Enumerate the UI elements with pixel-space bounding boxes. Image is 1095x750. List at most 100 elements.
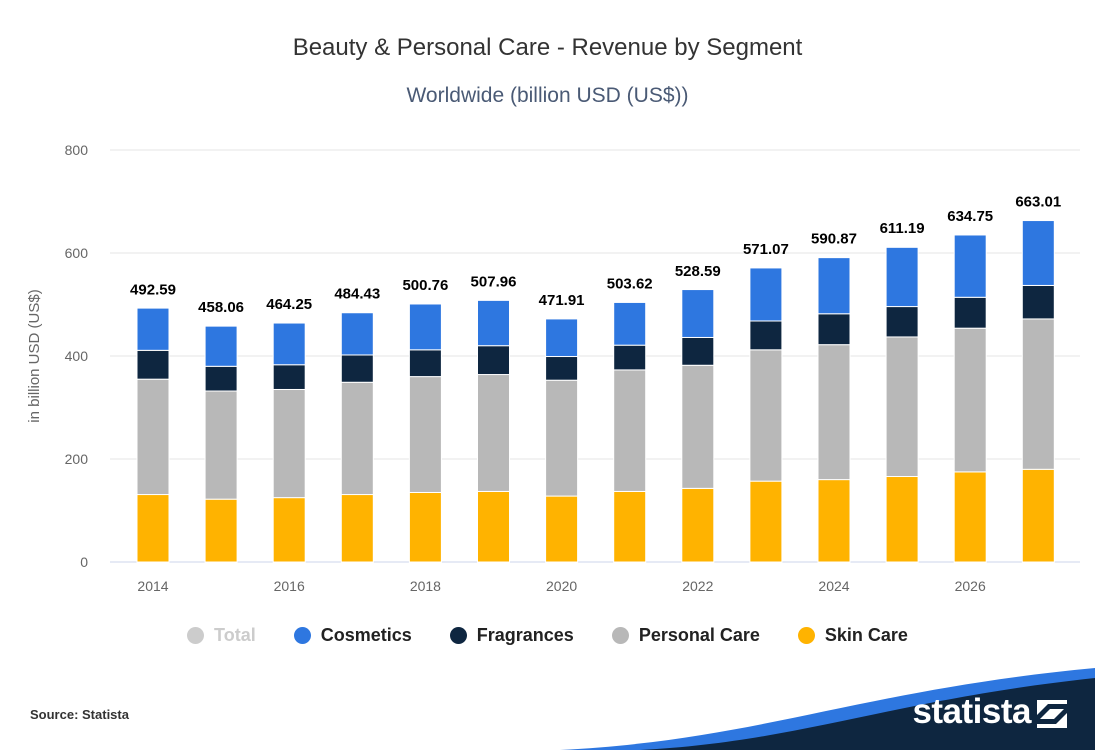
bar-skin-care xyxy=(272,497,306,563)
bar-skin-care xyxy=(1021,468,1055,563)
statista-logo-icon xyxy=(1037,700,1067,728)
total-data-label: 663.01 xyxy=(1015,194,1061,211)
bar-skin-care xyxy=(953,471,987,563)
total-data-label: 500.76 xyxy=(402,277,448,294)
bar-skin-care xyxy=(613,490,647,563)
total-data-label: 471.91 xyxy=(539,292,585,309)
legend-swatch-skin-care xyxy=(797,627,815,644)
y-tick-label: 800 xyxy=(65,142,89,158)
total-data-label: 634.75 xyxy=(947,208,993,225)
legend-swatch-total xyxy=(187,627,205,644)
x-tick-label: 2018 xyxy=(410,578,441,594)
x-tick-label: 2024 xyxy=(818,578,849,594)
y-tick-label: 400 xyxy=(65,348,89,364)
bar-fragrances xyxy=(272,364,306,390)
bar-cosmetics xyxy=(204,325,238,367)
bar-fragrances xyxy=(408,349,442,378)
legend-item-personal-care[interactable]: Personal Care xyxy=(611,625,760,646)
bar-skin-care xyxy=(545,495,579,563)
bar-personal-care xyxy=(408,376,442,493)
bar-skin-care xyxy=(681,487,715,563)
bar-fragrances xyxy=(340,354,374,383)
legend-label-total: Total xyxy=(214,625,256,645)
legend-label-fragrances: Fragrances xyxy=(476,625,574,645)
bar-fragrances xyxy=(953,296,987,329)
bar-personal-care xyxy=(681,364,715,489)
total-data-label: 528.59 xyxy=(675,263,721,280)
bar-personal-care xyxy=(613,369,647,492)
total-data-label: 611.19 xyxy=(880,220,925,237)
bar-fragrances xyxy=(749,320,783,351)
chart-subtitle: Worldwide (billion USD (US$)) xyxy=(406,84,689,107)
bar-personal-care xyxy=(545,379,579,497)
bar-cosmetics xyxy=(340,312,374,356)
bar-fragrances xyxy=(681,336,715,366)
bar-fragrances xyxy=(477,345,510,376)
legend-item-cosmetics[interactable]: Cosmetics xyxy=(293,625,412,646)
bar-skin-care xyxy=(885,476,919,563)
total-data-label: 571.07 xyxy=(743,241,789,258)
bar-fragrances xyxy=(1021,284,1055,320)
bar-personal-care xyxy=(953,327,987,473)
y-tick-label: 600 xyxy=(65,245,89,261)
chart-title: Beauty & Personal Care - Revenue by Segm… xyxy=(292,34,803,61)
x-tick-label: 2020 xyxy=(546,578,577,594)
bar-cosmetics xyxy=(749,267,783,322)
legend-swatch-fragrances xyxy=(449,627,467,644)
bar-skin-care xyxy=(340,494,374,563)
bar-personal-care xyxy=(136,378,170,496)
bar-personal-care xyxy=(340,381,374,496)
legend-label-skin-care: Skin Care xyxy=(824,625,908,645)
bar-personal-care xyxy=(204,390,238,500)
bar-cosmetics xyxy=(136,307,170,351)
bar-cosmetics xyxy=(817,257,851,315)
legend-swatch-cosmetics xyxy=(293,627,311,644)
total-data-label: 458.06 xyxy=(198,299,244,316)
bar-cosmetics xyxy=(885,246,919,308)
total-data-label: 484.43 xyxy=(334,286,380,303)
bar-personal-care xyxy=(272,388,306,499)
total-data-label: 507.96 xyxy=(471,273,517,290)
total-data-label: 590.87 xyxy=(811,231,857,248)
bar-cosmetics xyxy=(477,299,510,347)
source-note: Source: Statista xyxy=(30,707,129,722)
bar-cosmetics xyxy=(272,322,306,366)
legend-label-personal-care: Personal Care xyxy=(638,625,760,645)
y-axis-label: in billion USD (US$) xyxy=(26,289,43,422)
x-tick-label: 2026 xyxy=(955,578,986,594)
bar-skin-care xyxy=(136,494,170,563)
legend-swatch-personal-care xyxy=(611,627,629,644)
bar-personal-care xyxy=(885,336,919,478)
y-tick-label: 0 xyxy=(80,554,88,570)
x-tick-label: 2014 xyxy=(137,578,168,594)
total-data-label: 464.25 xyxy=(266,296,312,313)
bar-fragrances xyxy=(136,349,170,380)
bar-fragrances xyxy=(885,306,919,338)
x-tick-label: 2016 xyxy=(274,578,305,594)
legend-label-cosmetics: Cosmetics xyxy=(320,625,412,645)
bar-cosmetics xyxy=(1021,220,1055,286)
statista-logo[interactable]: statista xyxy=(912,692,1031,731)
bar-skin-care xyxy=(749,480,783,563)
bar-cosmetics xyxy=(408,303,442,351)
legend-item-skin-care[interactable]: Skin Care xyxy=(797,625,908,646)
legend-item-fragrances[interactable]: Fragrances xyxy=(449,625,574,646)
bar-cosmetics xyxy=(545,318,579,358)
bar-cosmetics xyxy=(613,301,647,346)
y-tick-label: 200 xyxy=(65,451,89,467)
total-data-label: 492.59 xyxy=(130,281,176,298)
bar-skin-care xyxy=(477,490,510,563)
bar-skin-care xyxy=(204,498,238,563)
legend-item-total[interactable]: Total xyxy=(187,625,256,646)
bar-skin-care xyxy=(817,479,851,563)
bar-cosmetics xyxy=(953,234,987,298)
bar-cosmetics xyxy=(681,289,715,338)
bar-fragrances xyxy=(817,313,851,346)
legend: Total Cosmetics Fragrances Personal Care… xyxy=(0,625,1095,646)
bar-personal-care xyxy=(1021,318,1055,470)
bar-fragrances xyxy=(204,365,238,392)
bar-personal-care xyxy=(477,374,510,492)
x-tick-label: 2022 xyxy=(682,578,713,594)
